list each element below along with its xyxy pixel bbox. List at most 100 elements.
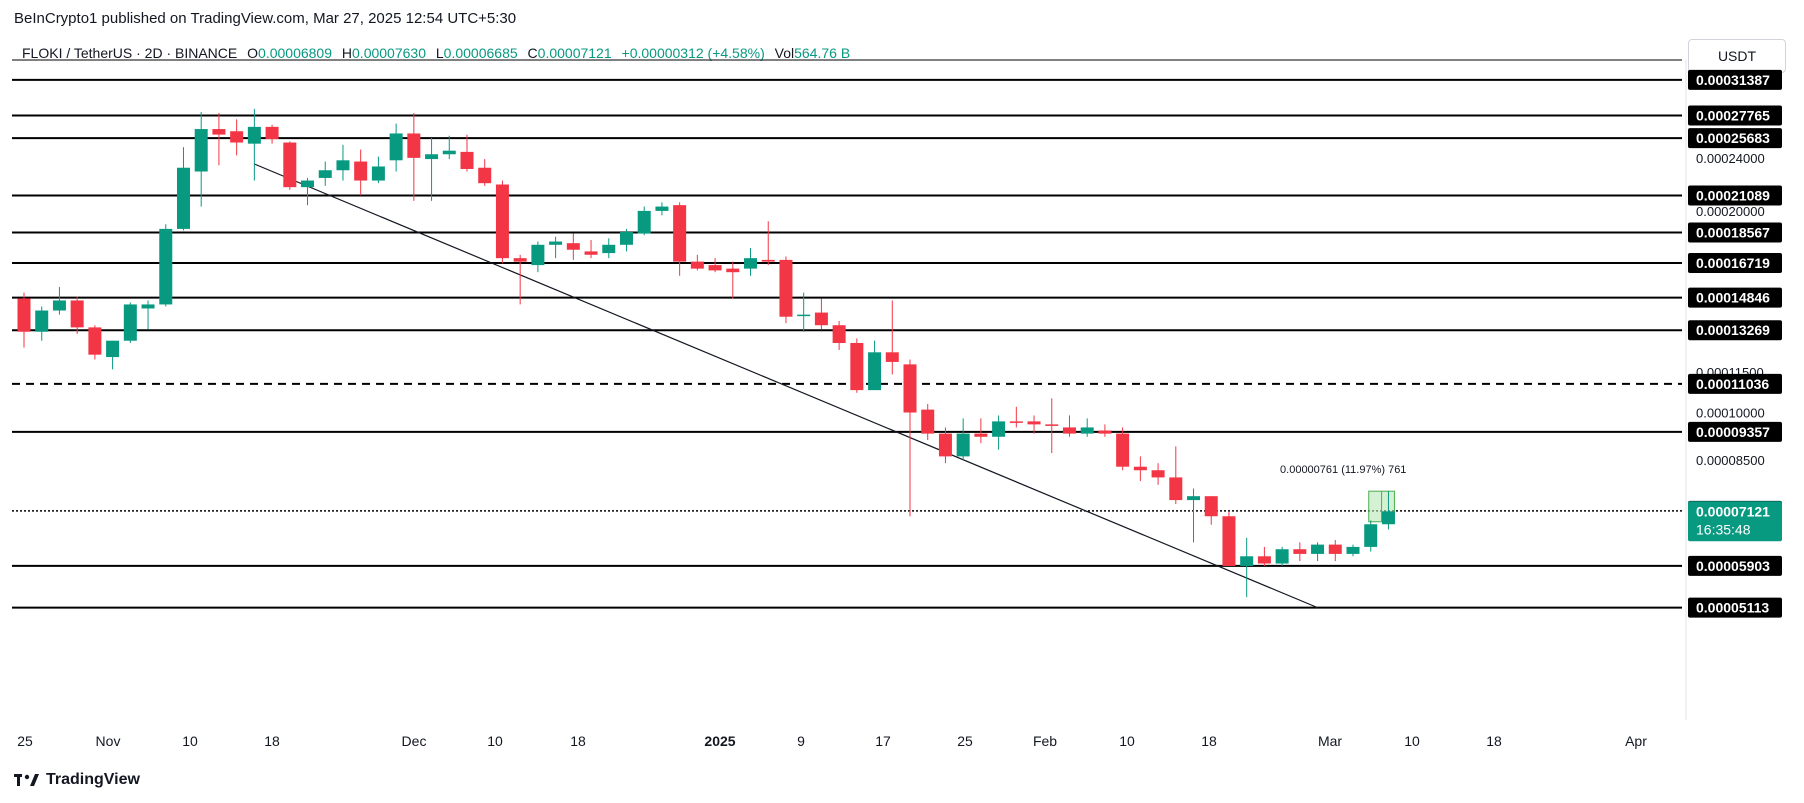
level-label: 0.00005113 bbox=[1696, 600, 1769, 616]
legend-vol: 564.76 B bbox=[794, 45, 851, 61]
candle-body bbox=[708, 265, 722, 271]
candle-body bbox=[531, 244, 545, 266]
x-tick-label: Nov bbox=[96, 733, 121, 749]
level-label: 0.00009357 bbox=[1696, 424, 1770, 440]
level-label-bg bbox=[1688, 373, 1782, 394]
candle-body bbox=[868, 352, 882, 391]
candle-body bbox=[88, 327, 102, 355]
x-tick-label: 10 bbox=[182, 733, 198, 749]
trendline-layer bbox=[254, 163, 1318, 609]
candle-body bbox=[1328, 544, 1342, 554]
candle-body bbox=[1364, 524, 1378, 547]
level-label-bg bbox=[1688, 287, 1782, 308]
candle-body bbox=[1204, 496, 1218, 517]
candle-body bbox=[602, 244, 616, 254]
candle-body bbox=[1293, 549, 1307, 554]
countdown-label: 16:35:48 bbox=[1696, 521, 1751, 537]
x-tick-label: Apr bbox=[1625, 733, 1647, 749]
legend-low-label: L bbox=[435, 45, 444, 61]
tradingview-logo-icon bbox=[14, 774, 39, 786]
candle-body bbox=[1275, 549, 1289, 564]
level-label: 0.00016719 bbox=[1696, 255, 1770, 271]
candle-body bbox=[354, 161, 368, 181]
level-label: 0.00025683 bbox=[1696, 130, 1770, 146]
candle-body bbox=[1311, 544, 1325, 554]
current-price-label: 0.00007121 bbox=[1696, 503, 1770, 519]
candle-body bbox=[779, 259, 793, 317]
candle-body bbox=[283, 142, 297, 188]
x-tick-label: 10 bbox=[1404, 733, 1420, 749]
candle-body bbox=[1116, 433, 1130, 467]
candle-body bbox=[301, 180, 315, 188]
candle-body bbox=[495, 184, 509, 259]
x-tick-label: 17 bbox=[875, 733, 891, 749]
level-label-bg bbox=[1688, 69, 1782, 90]
x-tick-label: 9 bbox=[797, 733, 805, 749]
y-tick-label: 0.00020000 bbox=[1696, 204, 1765, 219]
candle-body bbox=[265, 126, 279, 140]
x-tick-label: 10 bbox=[1119, 733, 1135, 749]
x-axis: 25 Nov 10 18 Dec 10 18 2025 9 17 25 Feb 10 18 Mar 10 18 A… bbox=[17, 733, 1647, 749]
candle-body bbox=[761, 259, 775, 262]
candle-body bbox=[212, 129, 226, 135]
level-label: 0.00018567 bbox=[1696, 225, 1770, 241]
candle-body bbox=[655, 206, 669, 211]
legend-vol-label: Vol bbox=[774, 45, 795, 61]
publisher-credit: BeInCrypto1 published on TradingView.com… bbox=[14, 10, 517, 27]
legend-change: +0.00000312 (+4.58%) bbox=[621, 45, 765, 61]
candle-body bbox=[460, 151, 474, 169]
candle-body bbox=[1027, 421, 1041, 425]
legend-open-label: O bbox=[247, 45, 259, 61]
candle-body bbox=[566, 243, 580, 250]
candle-body bbox=[1045, 424, 1059, 426]
candle-body bbox=[106, 340, 120, 358]
y-tick-label: 0.00008500 bbox=[1696, 453, 1765, 468]
horizontal-levels bbox=[12, 78, 1682, 609]
candle-body bbox=[885, 352, 899, 362]
level-labels: 0.00031387 0.00027765 0.00025683 0.00021089… bbox=[1688, 69, 1782, 618]
candle-body bbox=[1169, 477, 1183, 501]
candle-body bbox=[584, 251, 598, 255]
level-label-bg bbox=[1688, 253, 1782, 274]
current-price-tag bbox=[1688, 501, 1782, 542]
candle-body bbox=[1381, 511, 1395, 525]
candle-body bbox=[956, 433, 970, 457]
candle-body bbox=[619, 232, 633, 245]
candle-body bbox=[141, 304, 155, 309]
candle-body bbox=[938, 433, 952, 457]
candle-body bbox=[407, 133, 421, 158]
candle-body bbox=[176, 167, 190, 229]
x-tick-label: 25 bbox=[957, 733, 973, 749]
y-tick-label: 0.00024000 bbox=[1696, 151, 1765, 166]
candle-body bbox=[1257, 556, 1271, 564]
candle-body bbox=[194, 129, 208, 172]
level-label-bg bbox=[1688, 421, 1782, 442]
symbol-legend: FLOKI / TetherUS · 2D · BINANCE O 0.00006… bbox=[22, 45, 856, 61]
candle-body bbox=[1080, 427, 1094, 434]
x-tick-label: Feb bbox=[1033, 733, 1057, 749]
x-tick-label: 18 bbox=[570, 733, 586, 749]
legend-high-label: H bbox=[341, 45, 353, 61]
candle-body bbox=[903, 364, 917, 413]
candle-body bbox=[442, 150, 456, 155]
candle-body bbox=[159, 228, 173, 305]
candle-body bbox=[637, 210, 651, 234]
candle-body bbox=[123, 304, 137, 341]
candle-body bbox=[797, 314, 811, 317]
x-tick-label: 18 bbox=[1486, 733, 1502, 749]
candle-body bbox=[1151, 470, 1165, 478]
candle-body bbox=[230, 131, 244, 143]
candle-body bbox=[673, 205, 687, 262]
candle-body bbox=[1187, 496, 1201, 501]
candle-body bbox=[921, 409, 935, 434]
level-label-bg bbox=[1688, 320, 1782, 341]
candle-body bbox=[336, 160, 350, 171]
candle-body bbox=[1346, 546, 1360, 554]
level-label: 0.00005903 bbox=[1696, 558, 1770, 574]
candle-body bbox=[1062, 427, 1076, 434]
legend-symbol[interactable]: FLOKI / TetherUS · 2D · BINANCE bbox=[22, 45, 238, 61]
legend-low: 0.00006685 bbox=[443, 45, 518, 61]
footer-brand: TradingView bbox=[14, 771, 140, 789]
level-label-bg bbox=[1688, 222, 1782, 243]
